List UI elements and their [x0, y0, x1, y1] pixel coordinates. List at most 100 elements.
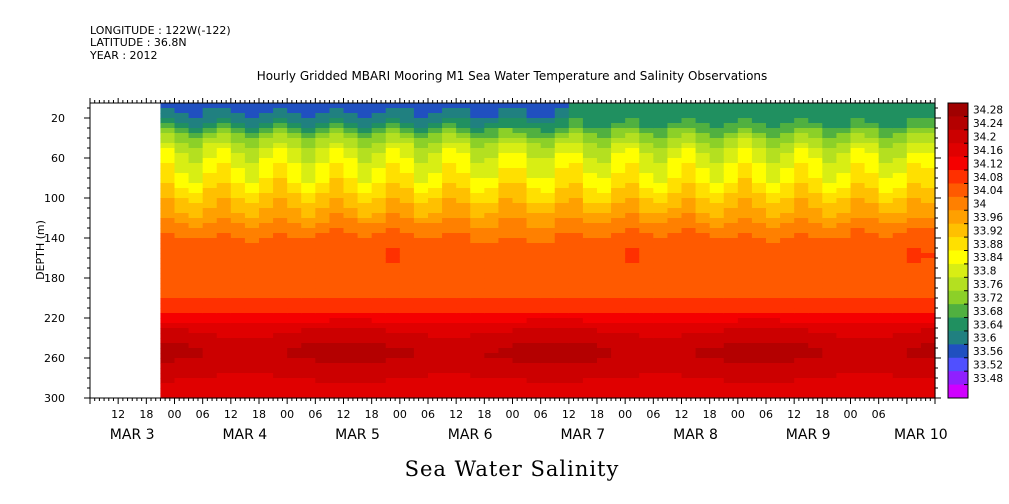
field-cell	[850, 128, 866, 134]
field-cell	[625, 128, 640, 134]
field-cell	[906, 373, 922, 379]
field-cell	[329, 373, 345, 379]
field-cell	[456, 133, 471, 139]
field-cell	[371, 193, 387, 199]
field-cell	[920, 118, 936, 124]
field-cell	[611, 338, 626, 344]
field-cell	[174, 208, 190, 214]
field-cell	[737, 338, 753, 344]
field-cell	[582, 133, 598, 139]
field-cell	[287, 358, 302, 364]
field-cell	[780, 388, 795, 394]
field-cell	[343, 313, 359, 319]
field-cell	[582, 158, 598, 164]
field-cell	[343, 198, 359, 204]
field-cell	[216, 253, 232, 259]
field-cell	[470, 123, 485, 129]
field-cell	[216, 388, 232, 394]
field-cell	[864, 303, 880, 309]
field-cell	[625, 143, 640, 149]
field-cell	[737, 323, 753, 329]
field-cell	[470, 298, 485, 304]
field-cell	[484, 348, 500, 354]
field-cell	[526, 183, 542, 189]
field-cell	[794, 168, 809, 174]
field-cell	[723, 208, 739, 214]
field-cell	[920, 308, 936, 314]
field-cell	[695, 333, 711, 339]
field-cell	[695, 113, 711, 119]
field-cell	[202, 168, 218, 174]
field-cell	[484, 163, 500, 169]
field-cell	[554, 333, 570, 339]
field-cell	[681, 178, 697, 184]
field-cell	[794, 173, 809, 179]
field-cell	[202, 198, 218, 204]
field-cell	[498, 288, 514, 294]
field-cell	[667, 318, 683, 324]
field-cell	[315, 158, 331, 164]
field-cell	[160, 388, 176, 394]
field-cell	[836, 288, 852, 294]
field-cell	[737, 278, 753, 284]
field-cell	[625, 308, 640, 314]
field-cell	[484, 328, 500, 334]
field-cell	[230, 368, 246, 374]
field-cell	[357, 168, 373, 174]
field-cell	[428, 278, 443, 284]
field-cell	[709, 193, 725, 199]
field-cell	[315, 203, 331, 209]
field-cell	[484, 153, 500, 159]
field-cell	[371, 323, 387, 329]
field-cell	[597, 263, 612, 269]
field-cell	[188, 153, 204, 159]
field-cell	[695, 228, 711, 234]
field-cell	[568, 118, 584, 124]
field-cell	[273, 228, 288, 234]
field-cell	[244, 338, 260, 344]
field-cell	[836, 178, 852, 184]
field-cell	[695, 118, 711, 124]
field-cell	[329, 368, 345, 374]
field-cell	[216, 278, 232, 284]
field-cell	[639, 238, 654, 244]
field-cell	[582, 338, 598, 344]
colorbar-label: 33.72	[973, 292, 1003, 304]
field-cell	[287, 173, 302, 179]
field-cell	[188, 218, 204, 224]
field-cell	[259, 208, 274, 214]
x-day-label: MAR 8	[673, 427, 718, 443]
field-cell	[188, 243, 204, 249]
field-cell	[878, 133, 894, 139]
field-cell	[554, 318, 570, 324]
field-cell	[540, 333, 556, 339]
field-cell	[259, 218, 274, 224]
field-cell	[597, 348, 612, 354]
field-cell	[329, 233, 345, 239]
field-cell	[892, 293, 908, 299]
field-cell	[315, 208, 331, 214]
field-cell	[160, 263, 176, 269]
field-cell	[892, 333, 908, 339]
field-cell	[639, 318, 654, 324]
field-cell	[695, 313, 711, 319]
field-cell	[315, 268, 331, 274]
field-cell	[878, 253, 894, 259]
field-cell	[695, 303, 711, 309]
field-cell	[160, 383, 176, 389]
field-cell	[399, 373, 415, 379]
field-cell	[216, 328, 232, 334]
field-cell	[653, 273, 669, 279]
field-cell	[498, 348, 514, 354]
field-cell	[794, 368, 809, 374]
field-cell	[399, 143, 415, 149]
field-cell	[244, 293, 260, 299]
field-cell	[751, 133, 767, 139]
field-cell	[808, 303, 823, 309]
field-cell	[428, 163, 443, 169]
colorbar-swatch	[948, 170, 968, 184]
field-cell	[667, 203, 683, 209]
field-cell	[766, 268, 781, 274]
field-cell	[329, 323, 345, 329]
field-cell	[484, 158, 500, 164]
